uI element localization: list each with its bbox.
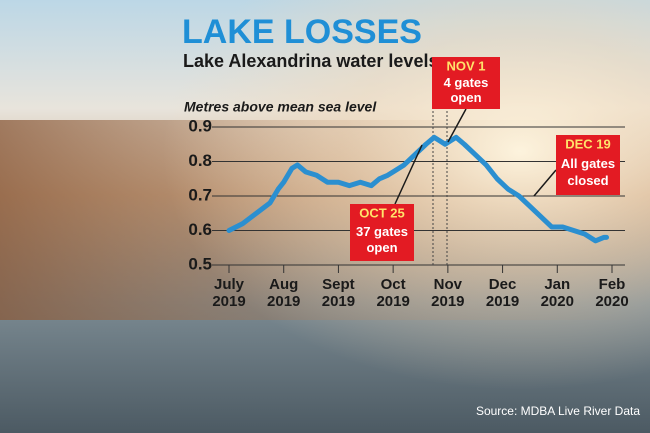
x-tick-label: Jan 2020 [541,276,574,310]
y-axis-label: Metres above mean sea level [184,99,377,115]
chart-subtitle: Lake Alexandrina water levels [183,51,438,71]
annotation-text: open [450,90,481,105]
annotation-text: All gates [561,156,615,171]
source: Source: MDBA Live River Data [476,404,640,418]
annotation-arrow [447,108,467,143]
x-tick-label: July 2019 [212,276,245,310]
annotation-arrow [394,144,423,205]
annotation-text: OCT 25 [359,205,405,220]
annotation-box [556,135,620,195]
x-tick-label: Nov 2019 [431,276,464,310]
y-tick-label: 0.6 [188,220,212,239]
chart-title: LAKE LOSSES [182,13,422,51]
y-tick-label: 0.5 [188,254,212,273]
x-tick-label: Feb 2020 [595,276,628,310]
annotation-box [350,204,414,261]
annotation-box [432,57,500,109]
x-tick-label: Dec 2019 [486,276,519,310]
annotation-text: 4 gates [444,75,489,90]
data-line [226,134,610,244]
y-tick-label: 0.9 [188,116,212,135]
annotation-arrow [533,169,557,197]
y-tick-label: 0.7 [188,185,212,204]
annotation-text: DEC 19 [565,136,611,151]
annotation-text: NOV 1 [446,58,485,73]
x-tick-label: Sept 2019 [322,276,355,310]
annotation-text: open [366,240,397,255]
y-tick-label: 0.8 [188,151,212,170]
annotation-text: 37 gates [356,224,408,239]
x-tick-label: Oct 2019 [376,276,409,310]
x-tick-label: Aug 2019 [267,276,300,310]
annotation-text: closed [567,173,608,188]
